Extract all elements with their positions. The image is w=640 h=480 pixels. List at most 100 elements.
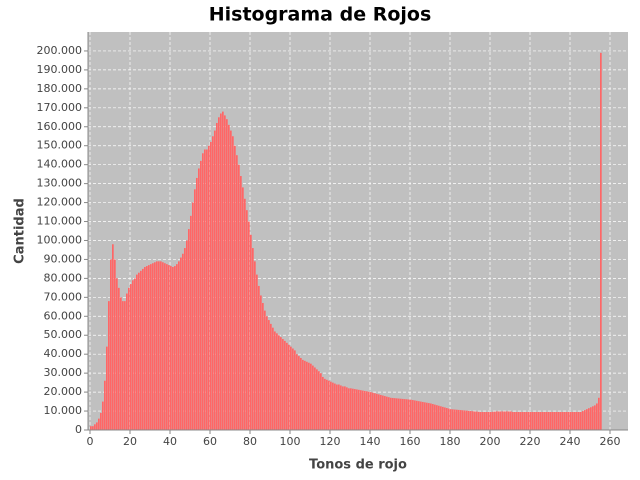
bar	[324, 378, 326, 430]
bar	[186, 240, 188, 430]
y-tick-label: 30.000	[44, 366, 83, 379]
bar	[220, 113, 222, 430]
bar	[104, 380, 106, 430]
bar	[566, 411, 568, 430]
bar	[528, 411, 530, 430]
bar	[296, 354, 298, 430]
bar	[252, 248, 254, 430]
bar	[134, 278, 136, 430]
bar	[404, 399, 406, 430]
bar	[278, 335, 280, 430]
bar	[586, 409, 588, 430]
bar	[122, 301, 124, 430]
y-tick-label: 100.000	[37, 233, 83, 246]
bar	[216, 122, 218, 430]
bar	[218, 117, 220, 431]
bar	[164, 263, 166, 430]
bar	[250, 234, 252, 430]
y-tick-label: 180.000	[37, 82, 83, 95]
bar	[520, 411, 522, 430]
y-tick-label: 140.000	[37, 158, 83, 171]
bar	[370, 392, 372, 430]
bar	[224, 115, 226, 430]
bar	[308, 362, 310, 430]
bar	[150, 264, 152, 430]
bar	[382, 395, 384, 430]
bar	[240, 176, 242, 430]
bar	[504, 411, 506, 430]
bar	[274, 331, 276, 430]
bar	[426, 402, 428, 430]
bar	[478, 411, 480, 430]
bar	[362, 390, 364, 430]
bar	[506, 411, 508, 430]
bar	[554, 411, 556, 430]
bar	[428, 403, 430, 430]
bar	[480, 411, 482, 430]
bar	[292, 348, 294, 430]
bar	[510, 411, 512, 430]
bar	[350, 388, 352, 430]
bar	[190, 215, 192, 430]
bar	[156, 261, 158, 430]
bar	[174, 266, 176, 430]
bar	[276, 333, 278, 430]
bar	[582, 411, 584, 430]
bar	[110, 259, 112, 430]
bar	[230, 130, 232, 431]
bar	[460, 410, 462, 430]
bar	[356, 389, 358, 430]
bar	[452, 409, 454, 430]
bar	[450, 409, 452, 430]
bar	[260, 295, 262, 430]
bar	[124, 301, 126, 430]
bar	[310, 363, 312, 430]
bar	[332, 382, 334, 430]
bar	[472, 411, 474, 430]
bar	[474, 411, 476, 430]
bar	[246, 210, 248, 430]
bar	[208, 145, 210, 430]
bar	[412, 400, 414, 430]
bar	[432, 404, 434, 430]
bar	[206, 149, 208, 430]
bar	[160, 261, 162, 430]
bar	[178, 261, 180, 430]
bar	[328, 380, 330, 430]
y-tick-label: 40.000	[44, 347, 83, 360]
x-tick-label: 100	[280, 435, 301, 448]
y-tick-label: 200.000	[37, 44, 83, 57]
bar	[262, 303, 264, 430]
bar	[222, 111, 224, 430]
bar	[284, 340, 286, 430]
bar	[298, 356, 300, 430]
bar	[300, 357, 302, 430]
bar	[144, 267, 146, 430]
bar	[172, 267, 174, 430]
bar	[424, 402, 426, 430]
bar	[550, 411, 552, 430]
chart-title: Histograma de Rojos	[209, 4, 432, 26]
bar	[522, 411, 524, 430]
bar	[290, 346, 292, 430]
bar	[176, 264, 178, 430]
bar	[396, 398, 398, 430]
bar	[398, 398, 400, 430]
bar	[138, 272, 140, 430]
bar	[338, 384, 340, 430]
bar	[536, 411, 538, 430]
bar	[540, 411, 542, 430]
y-tick-label: 170.000	[37, 101, 83, 114]
bar	[588, 408, 590, 430]
bar	[118, 287, 120, 430]
bar	[344, 386, 346, 430]
bar	[108, 301, 110, 430]
bar	[152, 263, 154, 430]
bar	[346, 387, 348, 430]
bar	[158, 261, 160, 430]
y-tick-label: 20.000	[44, 385, 83, 398]
bar	[238, 164, 240, 430]
bar	[202, 153, 204, 431]
bar	[270, 323, 272, 430]
